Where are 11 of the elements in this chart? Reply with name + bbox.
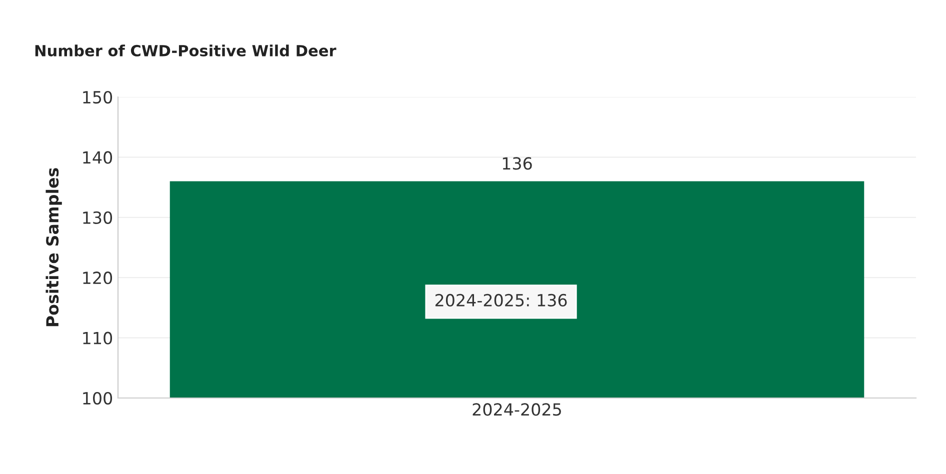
y-tick-label: 150 [83,90,112,104]
annotation: 2024-2025: 136 [435,294,567,307]
y-tick-label: 110 [83,332,112,344]
y-tick-label: 130 [83,211,112,224]
x-tick-label: 2024-2025 [472,403,561,416]
y-tick-label: 140 [83,151,112,164]
data-label: 136 [502,157,532,170]
y-axis-title: Positive Samples [46,168,62,326]
y-tick-label: 100 [83,392,112,405]
y-tick-label: 120 [83,272,112,284]
chart-title: Number of CWD-Positive Wild Deer [35,44,336,56]
